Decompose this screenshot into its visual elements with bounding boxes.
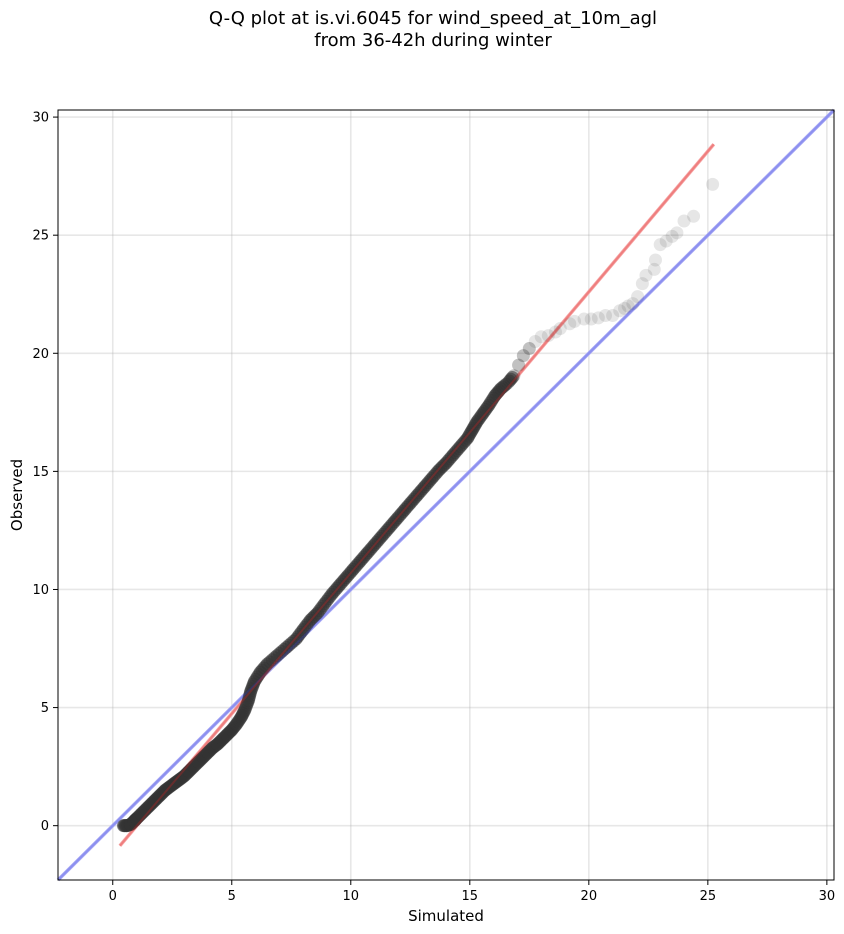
data-point: [647, 262, 661, 276]
one-to-one-line-overlay: [57, 109, 835, 881]
y-tick-label: 20: [32, 347, 49, 362]
data-point: [659, 234, 673, 248]
data-point: [318, 597, 332, 611]
data-point: [598, 308, 612, 322]
y-tick-label: 0: [41, 819, 49, 834]
data-point: [310, 606, 324, 620]
axis-ticks: 0 5 10 15 20 25 30 0 5 10 15 20 25 30: [32, 111, 835, 904]
data-point: [534, 330, 548, 344]
data-point: [541, 329, 555, 343]
y-tick-label: 10: [32, 583, 49, 598]
data-point: [606, 308, 620, 322]
data-point: [270, 649, 284, 663]
plot-frame: [57, 109, 835, 881]
x-tick-label: 10: [343, 889, 360, 904]
y-tick-label: 5: [41, 701, 49, 716]
data-point: [296, 623, 310, 637]
x-tick-label: 5: [228, 889, 236, 904]
x-tick-label: 15: [462, 889, 479, 904]
data-point: [677, 214, 691, 228]
data-point: [687, 209, 701, 223]
y-tick-label: 15: [32, 465, 49, 480]
one-to-one-line: [56, 108, 836, 882]
data-point: [618, 301, 632, 315]
y-tick-label: 25: [32, 229, 49, 244]
x-tick-label: 20: [581, 889, 598, 904]
data-point: [516, 349, 530, 363]
data-point: [507, 369, 521, 383]
fit-line-overlay: [119, 143, 715, 847]
data-point: [584, 312, 598, 326]
data-point: [494, 382, 508, 396]
data-point: [528, 334, 542, 348]
data-point: [631, 290, 645, 304]
data-point: [613, 304, 627, 318]
x-tick-label: 30: [819, 889, 836, 904]
data-point: [665, 229, 679, 243]
data-point: [512, 358, 526, 372]
chart-title-line-2: from 36-42h during winter: [314, 30, 552, 51]
data-point: [635, 277, 649, 291]
data-point: [670, 226, 684, 240]
data-point: [577, 312, 591, 326]
data-point: [548, 325, 562, 339]
data-points: [57, 109, 835, 881]
y-axis-label: Observed: [8, 459, 26, 531]
x-tick-label: 25: [700, 889, 717, 904]
data-point: [482, 398, 496, 412]
data-point: [563, 317, 577, 331]
data-point: [648, 253, 662, 267]
axes-frame: [57, 109, 835, 881]
data-point: [553, 321, 567, 335]
data-point: [289, 632, 303, 646]
data-point: [501, 376, 515, 390]
data-point: [653, 238, 667, 252]
data-point: [639, 268, 653, 282]
data-point: [626, 297, 640, 311]
data-point: [621, 299, 635, 313]
data-point: [260, 657, 274, 671]
chart-title: Q-Q plot at is.vi.6045 for wind_speed_at…: [0, 8, 844, 52]
chart-title-line-1: Q-Q plot at is.vi.6045 for wind_speed_at…: [208, 8, 658, 29]
x-tick-label: 0: [109, 889, 117, 904]
y-tick-label: 30: [32, 111, 49, 126]
data-point-dense: [505, 370, 519, 384]
data-point: [706, 177, 720, 191]
data-point: [280, 640, 294, 654]
x-axis-label: Simulated: [408, 907, 484, 925]
data-point: [568, 314, 582, 328]
data-point: [522, 342, 536, 356]
data-point: [247, 675, 261, 689]
data-point: [591, 311, 605, 325]
